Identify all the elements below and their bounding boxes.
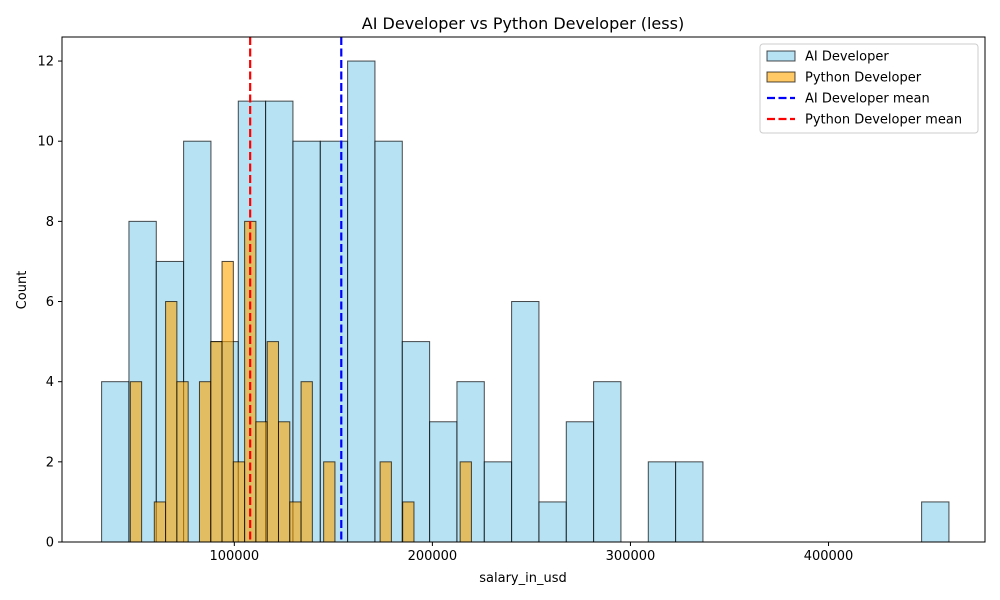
legend-ai-developer-mean-label: AI Developer mean <box>805 92 930 107</box>
python-developer-bar-1 <box>129 381 143 543</box>
chart-title: AI Developer vs Python Developer (less) <box>362 14 684 33</box>
python-developer-bar-14 <box>300 381 313 543</box>
legend: AI Developer Python Developer AI Developer… <box>759 43 979 134</box>
ai-developer-bar-13 <box>429 421 458 543</box>
python-developer-bar-6 <box>210 341 223 543</box>
python-developer-bar-18 <box>459 461 472 543</box>
y-axis-label: Count <box>15 271 30 310</box>
python-developer-bar-5 <box>198 381 212 543</box>
y-tick-label: 6 <box>46 295 54 310</box>
y-tick-label: 4 <box>46 375 54 390</box>
legend-python-developer-mean-label: Python Developer mean <box>805 113 962 128</box>
x-tick-label: 100000 <box>209 549 259 564</box>
python-developer-bar-11 <box>266 341 279 543</box>
y-tick-label: 2 <box>46 455 54 470</box>
python-developer-bars <box>129 220 472 543</box>
ai-developer-bar-15 <box>483 461 513 543</box>
legend-python-developer-swatch <box>766 71 796 83</box>
python-developer-bar-7 <box>221 260 234 543</box>
legend-box <box>759 43 979 134</box>
ai-developer-bar-1 <box>101 381 130 543</box>
ai-developer-bar-22 <box>921 501 950 543</box>
ai-developer-bar-18 <box>565 421 595 543</box>
y-tick-label: 12 <box>37 55 54 70</box>
x-tick-label: 200000 <box>408 549 458 564</box>
python-developer-bar-12 <box>277 421 291 543</box>
x-tick-label: 400000 <box>804 549 854 564</box>
ai-developer-bar-16 <box>511 301 540 543</box>
legend-python-developer-label: Python Developer <box>805 71 922 86</box>
plot-frame <box>61 36 986 543</box>
ai-developer-bar-20 <box>647 461 677 543</box>
python-developer-bar-17 <box>402 501 415 543</box>
ai-developer-bar-17 <box>538 501 567 543</box>
y-tick-label: 0 <box>46 536 54 551</box>
y-tick-label: 8 <box>46 215 54 230</box>
x-axis-label: salary_in_usd <box>479 571 566 586</box>
x-axis: 100000 200000 300000 400000 <box>209 542 853 564</box>
python-developer-bar-15 <box>323 461 336 543</box>
python-developer-bar-4 <box>176 381 189 543</box>
python-developer-bar-13 <box>289 501 302 543</box>
x-tick-label: 300000 <box>606 549 656 564</box>
python-developer-bar-3 <box>165 301 178 543</box>
y-axis: 0 2 4 6 8 10 12 <box>37 55 62 551</box>
ai-developer-bar-10 <box>347 60 376 543</box>
mean-lines <box>249 37 343 542</box>
legend-ai-developer-swatch <box>766 50 796 62</box>
ai-developer-bar-19 <box>593 381 622 543</box>
python-developer-bar-10 <box>255 421 268 543</box>
python-developer-bar-2 <box>153 501 167 543</box>
legend-ai-developer-label: AI Developer <box>805 50 889 65</box>
y-tick-label: 10 <box>37 135 54 150</box>
python-developer-bar-8 <box>232 461 246 543</box>
ai-developer-bar-21 <box>675 461 704 543</box>
python-developer-bar-16 <box>379 461 392 543</box>
